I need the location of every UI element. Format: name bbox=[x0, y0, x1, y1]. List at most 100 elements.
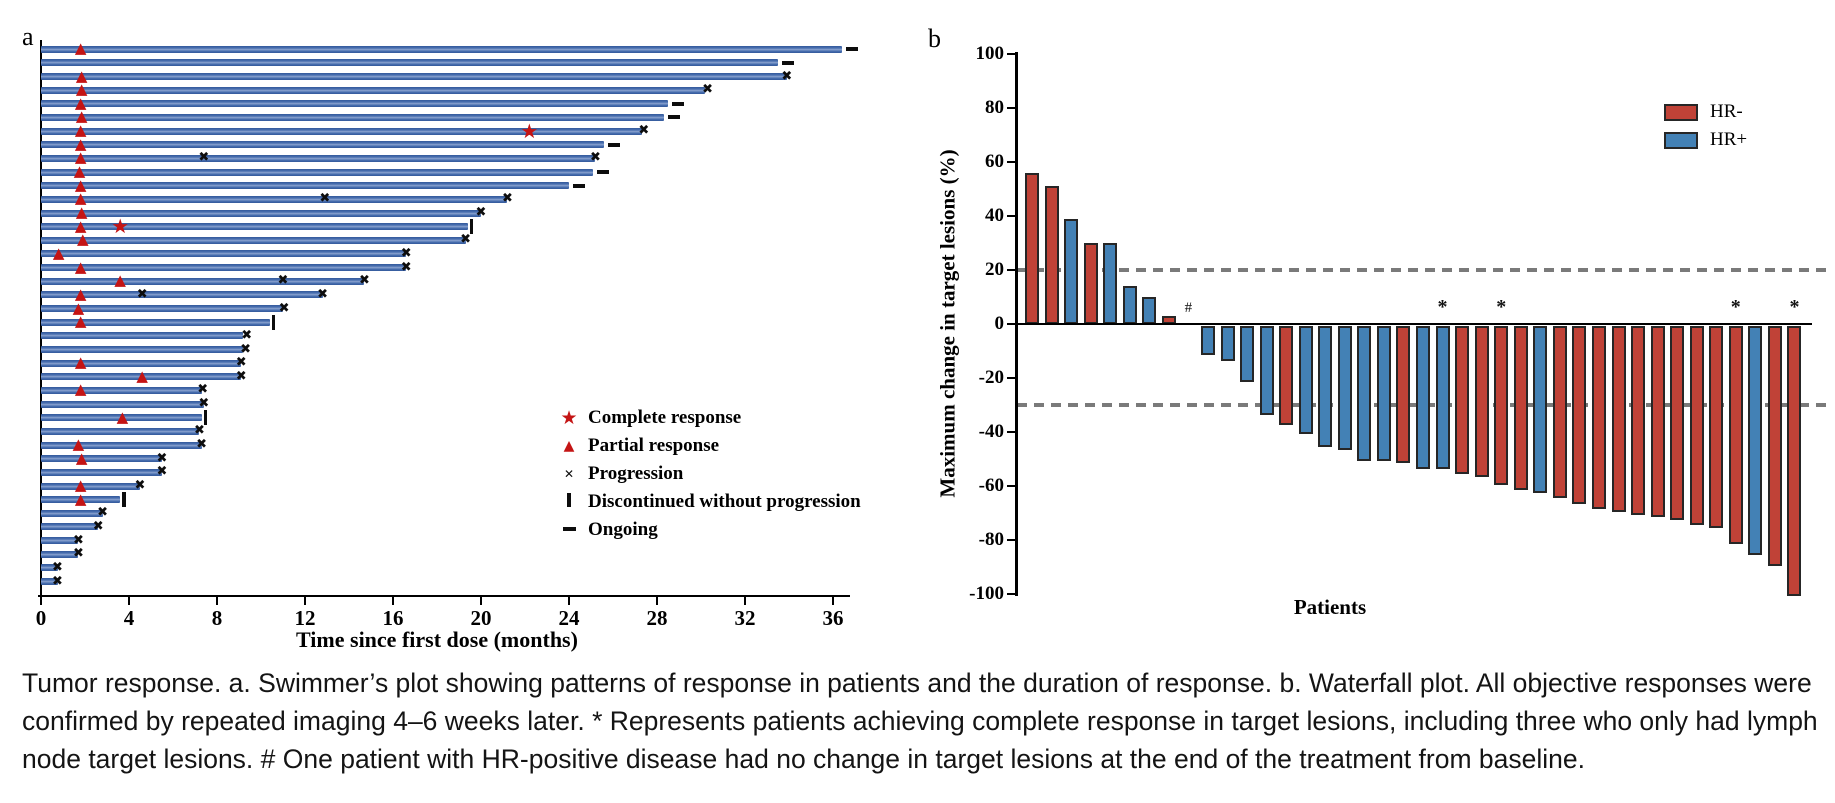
swimmer-bar bbox=[41, 509, 103, 517]
progression-marker: ✖ bbox=[72, 546, 84, 562]
swimmer-x-tick bbox=[128, 597, 131, 605]
swimmer-bar bbox=[41, 291, 323, 299]
waterfall-bar bbox=[1416, 325, 1430, 469]
swimmer-bar bbox=[41, 359, 242, 367]
caption-line: node target lesions. # One patient with … bbox=[22, 744, 1585, 774]
swimmer-bar bbox=[41, 154, 596, 162]
figure-caption: Tumor response. a. Swimmer’s plot showin… bbox=[22, 664, 1818, 778]
triangle-icon: ▲ bbox=[563, 438, 575, 454]
waterfall-y-tick bbox=[1007, 268, 1016, 272]
swimmer-bar bbox=[41, 578, 58, 586]
waterfall-zero-line bbox=[1017, 322, 1812, 326]
waterfall-bar bbox=[1220, 325, 1235, 361]
waterfall-bar bbox=[1025, 172, 1039, 324]
partial-response-marker: ▲ bbox=[74, 93, 87, 112]
progression-marker: ✖ bbox=[136, 286, 148, 302]
swimmer-x-tick bbox=[480, 597, 483, 605]
complete-response-asterisk: * bbox=[1789, 296, 1800, 318]
legend-label: Discontinued without progression bbox=[588, 491, 861, 512]
partial-response-marker: ▲ bbox=[114, 271, 126, 290]
progression-marker: ✖ bbox=[235, 368, 247, 384]
ongoing-marker bbox=[672, 101, 684, 106]
waterfall-y-tick bbox=[1007, 214, 1016, 218]
swimmer-bar bbox=[41, 441, 202, 449]
partial-response-marker: ▲ bbox=[77, 230, 89, 249]
swimmer-x-tick bbox=[568, 597, 571, 605]
waterfall-bar bbox=[1279, 325, 1294, 426]
waterfall-bar bbox=[1376, 325, 1391, 461]
complete-response-asterisk: * bbox=[1496, 296, 1507, 318]
waterfall-bar bbox=[1670, 325, 1685, 520]
swimmer-x-tick-label: 0 bbox=[35, 606, 47, 630]
swimmer-bar bbox=[41, 318, 270, 326]
hr-negative-swatch bbox=[1664, 103, 1698, 121]
progression-marker: ✖ bbox=[277, 273, 289, 289]
swimmer-x-tick-label: 20 bbox=[470, 606, 492, 630]
waterfall-x-axis-title: Patients bbox=[1293, 595, 1367, 619]
partial-response-marker: ▲ bbox=[116, 407, 129, 426]
legend-item-discontinued: Discontinued without progression bbox=[556, 490, 861, 514]
waterfall-y-tick-label: 40 bbox=[985, 205, 1004, 226]
waterfall-bar bbox=[1455, 325, 1470, 474]
ongoing-marker bbox=[667, 115, 680, 120]
progression-marker: ✖ bbox=[638, 123, 650, 139]
legend-label: Partial response bbox=[588, 435, 720, 456]
progression-marker: ✖ bbox=[460, 232, 472, 248]
ongoing-marker bbox=[782, 60, 794, 65]
swimmer-bar bbox=[41, 127, 642, 135]
waterfall-y-tick bbox=[1007, 484, 1016, 488]
waterfall-bar bbox=[1787, 325, 1802, 596]
waterfall-bar bbox=[1591, 325, 1606, 510]
ongoing-marker bbox=[845, 47, 858, 52]
swimmer-bar bbox=[41, 373, 242, 381]
swimmer-bar bbox=[41, 386, 202, 394]
swimmer-bar bbox=[41, 168, 594, 176]
progression-marker: ✖ bbox=[317, 286, 329, 302]
progression-marker: ✖ bbox=[193, 423, 205, 439]
swimmer-bar bbox=[41, 537, 79, 545]
swimmer-bar bbox=[41, 414, 202, 422]
partial-response-marker: ▲ bbox=[75, 107, 88, 126]
waterfall-bar bbox=[1259, 325, 1274, 415]
swimmer-x-tick bbox=[656, 597, 659, 605]
progression-marker: ✖ bbox=[475, 205, 487, 220]
caption-line: confirmed by repeated imaging 4–6 weeks … bbox=[22, 706, 1818, 736]
waterfall-y-tick-label: 100 bbox=[975, 43, 1005, 64]
partial-response-marker: ▲ bbox=[74, 216, 87, 235]
swimmer-bar bbox=[41, 523, 99, 531]
waterfall-bar bbox=[1533, 325, 1548, 493]
progression-marker: ✖ bbox=[156, 450, 168, 466]
panel-a-label: a bbox=[22, 22, 34, 51]
waterfall-bar bbox=[1728, 325, 1743, 545]
waterfall-bar bbox=[1709, 325, 1724, 528]
swimmer-bar bbox=[41, 59, 778, 67]
swimmer-bar bbox=[41, 332, 244, 340]
swimmer-x-tick-label: 32 bbox=[734, 606, 756, 630]
waterfall-bar bbox=[1748, 325, 1763, 555]
hr-positive-swatch bbox=[1664, 131, 1698, 149]
ongoing-marker bbox=[597, 170, 610, 175]
waterfall-bar bbox=[1689, 325, 1704, 526]
vertical-bar-icon bbox=[556, 492, 582, 512]
legend-item-progression: ✕ Progression bbox=[556, 462, 861, 486]
waterfall-y-tick bbox=[1007, 106, 1016, 110]
waterfall-bar bbox=[1337, 325, 1352, 450]
waterfall-y-axis-title: Maximum change in target lesions (%) bbox=[935, 149, 960, 498]
progression-marker: ✖ bbox=[781, 68, 793, 84]
waterfall-y-tick bbox=[1007, 376, 1016, 380]
reference-line bbox=[1017, 268, 1830, 272]
progression-marker: ✖ bbox=[358, 273, 370, 289]
swimmer-bar bbox=[41, 564, 58, 572]
complete-response-asterisk: * bbox=[1437, 296, 1448, 318]
partial-response-marker: ▲ bbox=[74, 175, 87, 194]
progression-marker: ✖ bbox=[197, 382, 209, 398]
legend-label: Progression bbox=[588, 463, 684, 484]
waterfall-y-tick-label: -80 bbox=[978, 529, 1004, 550]
waterfall-y-tick bbox=[1007, 322, 1016, 326]
legend-label: Complete response bbox=[588, 407, 742, 428]
swimmer-x-tick bbox=[304, 597, 307, 605]
waterfall-bar bbox=[1122, 286, 1137, 324]
swimmer-x-tick bbox=[744, 597, 747, 605]
discontinued-marker bbox=[122, 492, 126, 508]
progression-marker: ✖ bbox=[52, 573, 63, 589]
